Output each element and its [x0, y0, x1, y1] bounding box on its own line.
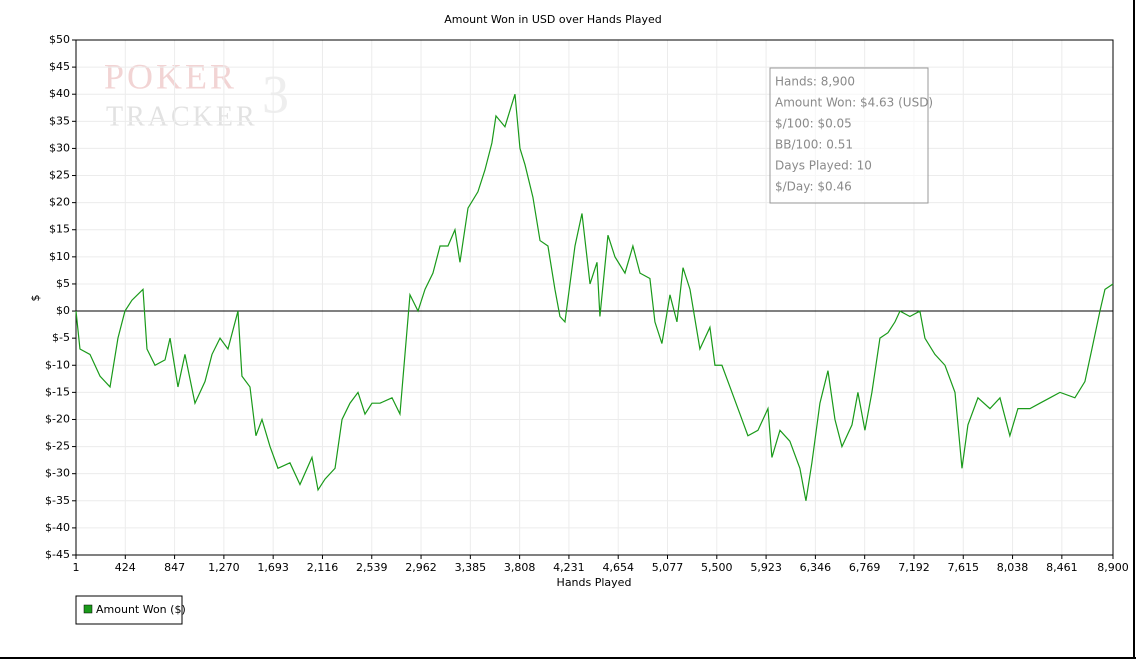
- x-tick-label: 424: [115, 561, 136, 574]
- plot-border: [75, 39, 1114, 556]
- x-tick-label: 3,385: [455, 561, 487, 574]
- stats-line: $/Day: $0.46: [775, 180, 852, 194]
- y-tick-label: $0: [56, 304, 70, 317]
- x-tick-label: 8,038: [997, 561, 1029, 574]
- x-tick-label: 3,808: [504, 561, 536, 574]
- y-tick-label: $5: [56, 277, 70, 290]
- x-tick-label: 2,116: [307, 561, 339, 574]
- watermark-poker: POKER: [104, 56, 237, 96]
- y-tick-label: $-5: [52, 331, 70, 344]
- y-tick-label: $-15: [45, 385, 70, 398]
- legend-swatch: [83, 604, 93, 614]
- x-tick-label: 4,231: [553, 561, 585, 574]
- chart-title: Amount Won in USD over Hands Played: [444, 13, 662, 26]
- y-tick-label: $-40: [45, 521, 70, 534]
- x-tick-label: 5,077: [652, 561, 684, 574]
- x-axis-label: Hands Played: [557, 576, 632, 589]
- y-tick-label: $25: [49, 169, 70, 182]
- x-tick-label: 5,923: [750, 561, 782, 574]
- y-tick-label: $20: [49, 196, 70, 209]
- stats-line: $/100: $0.05: [775, 117, 852, 131]
- y-tick-label: $-30: [45, 467, 70, 480]
- y-tick-label: $-10: [45, 358, 70, 371]
- x-tick-label: 7,192: [898, 561, 930, 574]
- stats-line: Amount Won: $4.63 (USD): [775, 96, 933, 110]
- x-tick-label: 1,693: [257, 561, 289, 574]
- y-tick-label: $45: [49, 60, 70, 73]
- legend-box: [75, 595, 183, 625]
- y-tick-label: $10: [49, 250, 70, 263]
- x-tick-label: 4,654: [602, 561, 634, 574]
- x-tick-label: 8,900: [1097, 561, 1129, 574]
- x-tick-label: 8,461: [1046, 561, 1078, 574]
- x-tick-label: 7,615: [948, 561, 980, 574]
- x-tick-label: 6,769: [849, 561, 881, 574]
- y-tick-label: $-45: [45, 548, 70, 561]
- x-tick-label: 847: [164, 561, 185, 574]
- y-tick-label: $-35: [45, 494, 70, 507]
- y-tick-label: $30: [49, 141, 70, 154]
- x-tick-label: 2,539: [356, 561, 388, 574]
- x-tick-label: 6,346: [800, 561, 832, 574]
- y-tick-label: $35: [49, 114, 70, 127]
- y-axis-label: $: [29, 295, 42, 302]
- x-tick-label: 5,500: [701, 561, 733, 574]
- x-tick-label: 1,270: [208, 561, 240, 574]
- y-tick-label: $50: [49, 33, 70, 46]
- y-tick-label: $15: [49, 223, 70, 236]
- legend-label: Amount Won ($): [96, 603, 186, 616]
- y-tick-label: $-20: [45, 412, 70, 425]
- y-tick-label: $-25: [45, 440, 70, 453]
- stats-box: [769, 67, 929, 204]
- x-tick-label: 1: [73, 561, 80, 574]
- stats-line: Days Played: 10: [775, 159, 872, 173]
- watermark-tracker: TRACKER: [106, 101, 258, 132]
- stats-line: BB/100: 0.51: [775, 138, 853, 152]
- series-line: [75, 94, 1114, 501]
- y-tick-label: $40: [49, 87, 70, 100]
- stats-line: Hands: 8,900: [775, 75, 855, 89]
- x-tick-label: 2,962: [405, 561, 437, 574]
